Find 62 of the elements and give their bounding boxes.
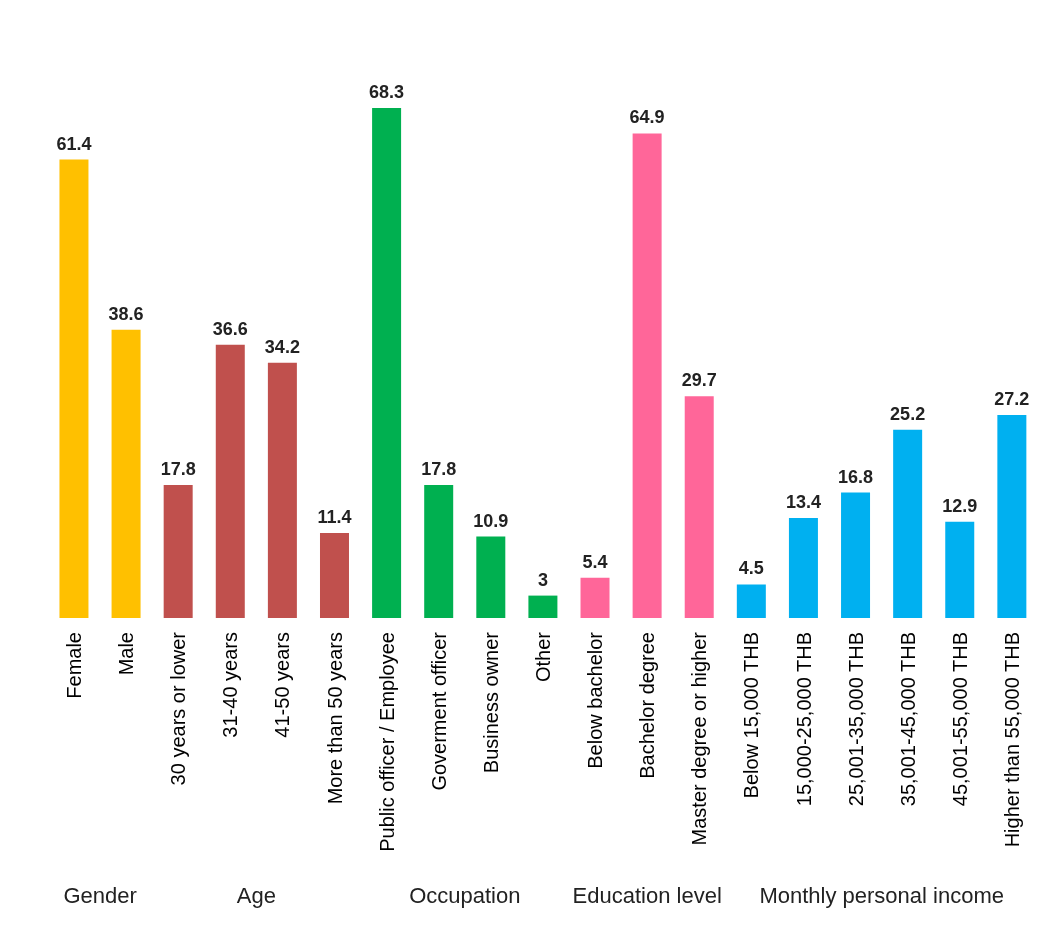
data-label: 68.3 xyxy=(369,82,405,102)
bar xyxy=(997,414,1027,618)
x-tick-label: Female xyxy=(63,632,86,699)
bar xyxy=(684,396,714,618)
x-tick-label: Business owner xyxy=(479,631,502,774)
x-tick-label: 31-40 years xyxy=(219,632,242,738)
x-tick-label: Bachelor degree xyxy=(636,632,659,779)
data-label: 4.5 xyxy=(738,558,764,579)
bar xyxy=(267,362,297,618)
text: Gender xyxy=(62,882,138,910)
bar xyxy=(319,532,349,618)
data-label: 36.6 xyxy=(212,318,248,339)
x-tick-label: Below bachelor xyxy=(584,631,607,769)
bar xyxy=(59,159,89,618)
data-label: 10.9 xyxy=(473,510,509,531)
bar xyxy=(111,329,141,618)
data-label: 13.4 xyxy=(785,491,821,512)
text: Occupation xyxy=(408,882,522,910)
data-label: 12.9 xyxy=(942,495,978,516)
x-tick-label: 25,001-35,000 THB xyxy=(844,632,867,807)
data-label: 5.4 xyxy=(582,551,608,572)
x-tick-label: Master degree or higher xyxy=(688,631,711,846)
bar xyxy=(476,536,506,618)
data-label: 27.2 xyxy=(994,388,1030,409)
data-label: 11.4 xyxy=(317,506,352,527)
bar xyxy=(372,108,402,618)
x-tick-label: 41-50 years xyxy=(271,632,294,738)
x-tick-label: 45,001-55,000 THB xyxy=(948,632,971,807)
x-tick-label: 30 years or lower xyxy=(167,631,190,786)
data-label: 34.2 xyxy=(264,336,300,357)
text: Age xyxy=(235,882,277,910)
data-label: 38.6 xyxy=(108,303,144,324)
bar xyxy=(945,521,975,618)
bar xyxy=(163,485,193,618)
x-tick-label: 35,001-45,000 THB xyxy=(896,632,919,807)
data-label: 17.8 xyxy=(421,459,457,480)
data-label: 16.8 xyxy=(838,466,874,487)
data-label: 3 xyxy=(537,569,548,590)
x-tick-label: Public officer / Employee xyxy=(375,632,398,852)
x-tick-label: 15,000-25,000 THB xyxy=(792,632,815,807)
bar xyxy=(632,133,662,618)
x-tick-label: Goverment officer xyxy=(427,631,450,791)
data-label: 64.9 xyxy=(629,107,665,128)
bar xyxy=(841,492,871,618)
bar xyxy=(736,584,766,618)
data-label: 29.7 xyxy=(681,370,717,391)
data-label: 61.4 xyxy=(56,133,92,154)
x-tick-label: Other xyxy=(532,631,554,683)
data-label: 25.2 xyxy=(890,403,926,424)
x-tick-label: Male xyxy=(115,632,138,676)
x-tick-label: More than 50 years xyxy=(323,632,346,805)
bar xyxy=(424,485,454,618)
x-tick-label: Higher than 55,000 THB xyxy=(1000,632,1023,848)
text: Monthly personal income xyxy=(758,882,1005,910)
bar xyxy=(893,429,923,618)
x-tick-label: Below 15,000 THB xyxy=(740,632,763,799)
bar xyxy=(788,517,818,618)
bar xyxy=(215,344,245,618)
data-label: 17.8 xyxy=(160,459,196,480)
bar xyxy=(528,595,558,618)
bar xyxy=(580,577,610,618)
text: Education level xyxy=(571,882,723,910)
